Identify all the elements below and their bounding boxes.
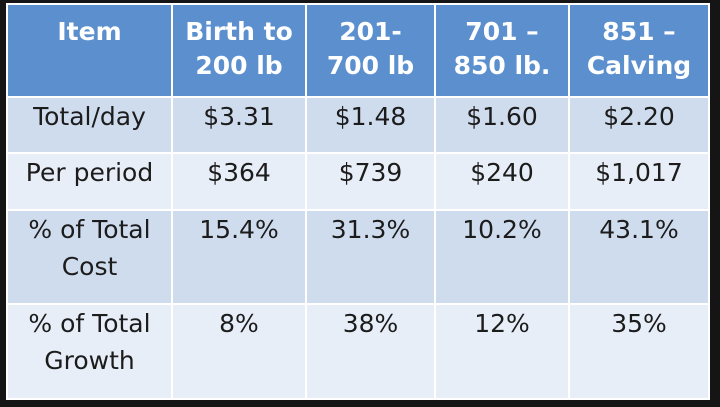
header-text: 851 – — [602, 17, 676, 46]
row-label-text: Growth — [44, 346, 135, 376]
table-row-percent-total-growth: % of Total Growth 8% 38% 12% 35% — [6, 303, 710, 400]
row-label-text: % of Total — [28, 309, 151, 339]
header-row: Item Birth to 200 lb 201- 700 lb 701 – 8… — [6, 3, 710, 98]
row-label-text: Total/day — [33, 102, 146, 131]
table-cell: 15.4% — [171, 208, 307, 306]
table-cell: 10.2% — [434, 208, 570, 306]
table-cell: 8% — [171, 303, 307, 400]
table-row-per-period: Per period $364 $739 $240 $1,017 — [6, 152, 710, 211]
table-cell: $1,017 — [568, 152, 710, 211]
table-cell: $739 — [305, 152, 436, 211]
row-label: % of Total Cost — [6, 208, 173, 306]
table-cell: $1.48 — [305, 95, 436, 155]
table-cell: 31.3% — [305, 208, 436, 306]
header-text: Birth to — [185, 17, 293, 46]
table-cell: $364 — [171, 152, 307, 211]
table-row-percent-total-cost: % of Total Cost 15.4% 31.3% 10.2% 43.1% — [6, 208, 710, 306]
header-cell-item: Item — [6, 3, 173, 98]
header-cell-851-calving: 851 – Calving — [568, 3, 710, 98]
table-cell: 43.1% — [568, 208, 710, 306]
header-cell-201-700: 201- 700 lb — [305, 3, 436, 98]
table-cell: 38% — [305, 303, 436, 400]
header-text: 200 lb — [195, 51, 283, 80]
table-cell: $240 — [434, 152, 570, 211]
header-text: Item — [57, 17, 122, 46]
header-text: 700 lb — [326, 51, 415, 80]
row-label-text: % of Total — [28, 214, 151, 244]
table-cell: $2.20 — [568, 95, 710, 155]
row-label-text: Per period — [25, 158, 154, 188]
header-text: 850 lb. — [453, 51, 551, 80]
table-cell: 12% — [434, 303, 570, 400]
row-label: Total/day — [6, 95, 173, 155]
cost-table: Item Birth to 200 lb 201- 700 lb 701 – 8… — [6, 3, 710, 400]
row-label: Per period — [6, 152, 173, 211]
table-row-total-per-day: Total/day $3.31 $1.48 $1.60 $2.20 — [6, 95, 710, 155]
header-text: 201- — [339, 17, 402, 46]
row-label-text: Cost — [61, 251, 118, 281]
header-cell-701-850: 701 – 850 lb. — [434, 3, 570, 98]
table-cell: $1.60 — [434, 95, 570, 155]
table-cell: $3.31 — [171, 95, 307, 155]
table-cell: 35% — [568, 303, 710, 400]
row-label: % of Total Growth — [6, 303, 173, 400]
header-cell-birth-to-200: Birth to 200 lb — [171, 3, 307, 98]
header-text: Calving — [586, 51, 692, 80]
header-text: 701 – — [465, 17, 539, 46]
